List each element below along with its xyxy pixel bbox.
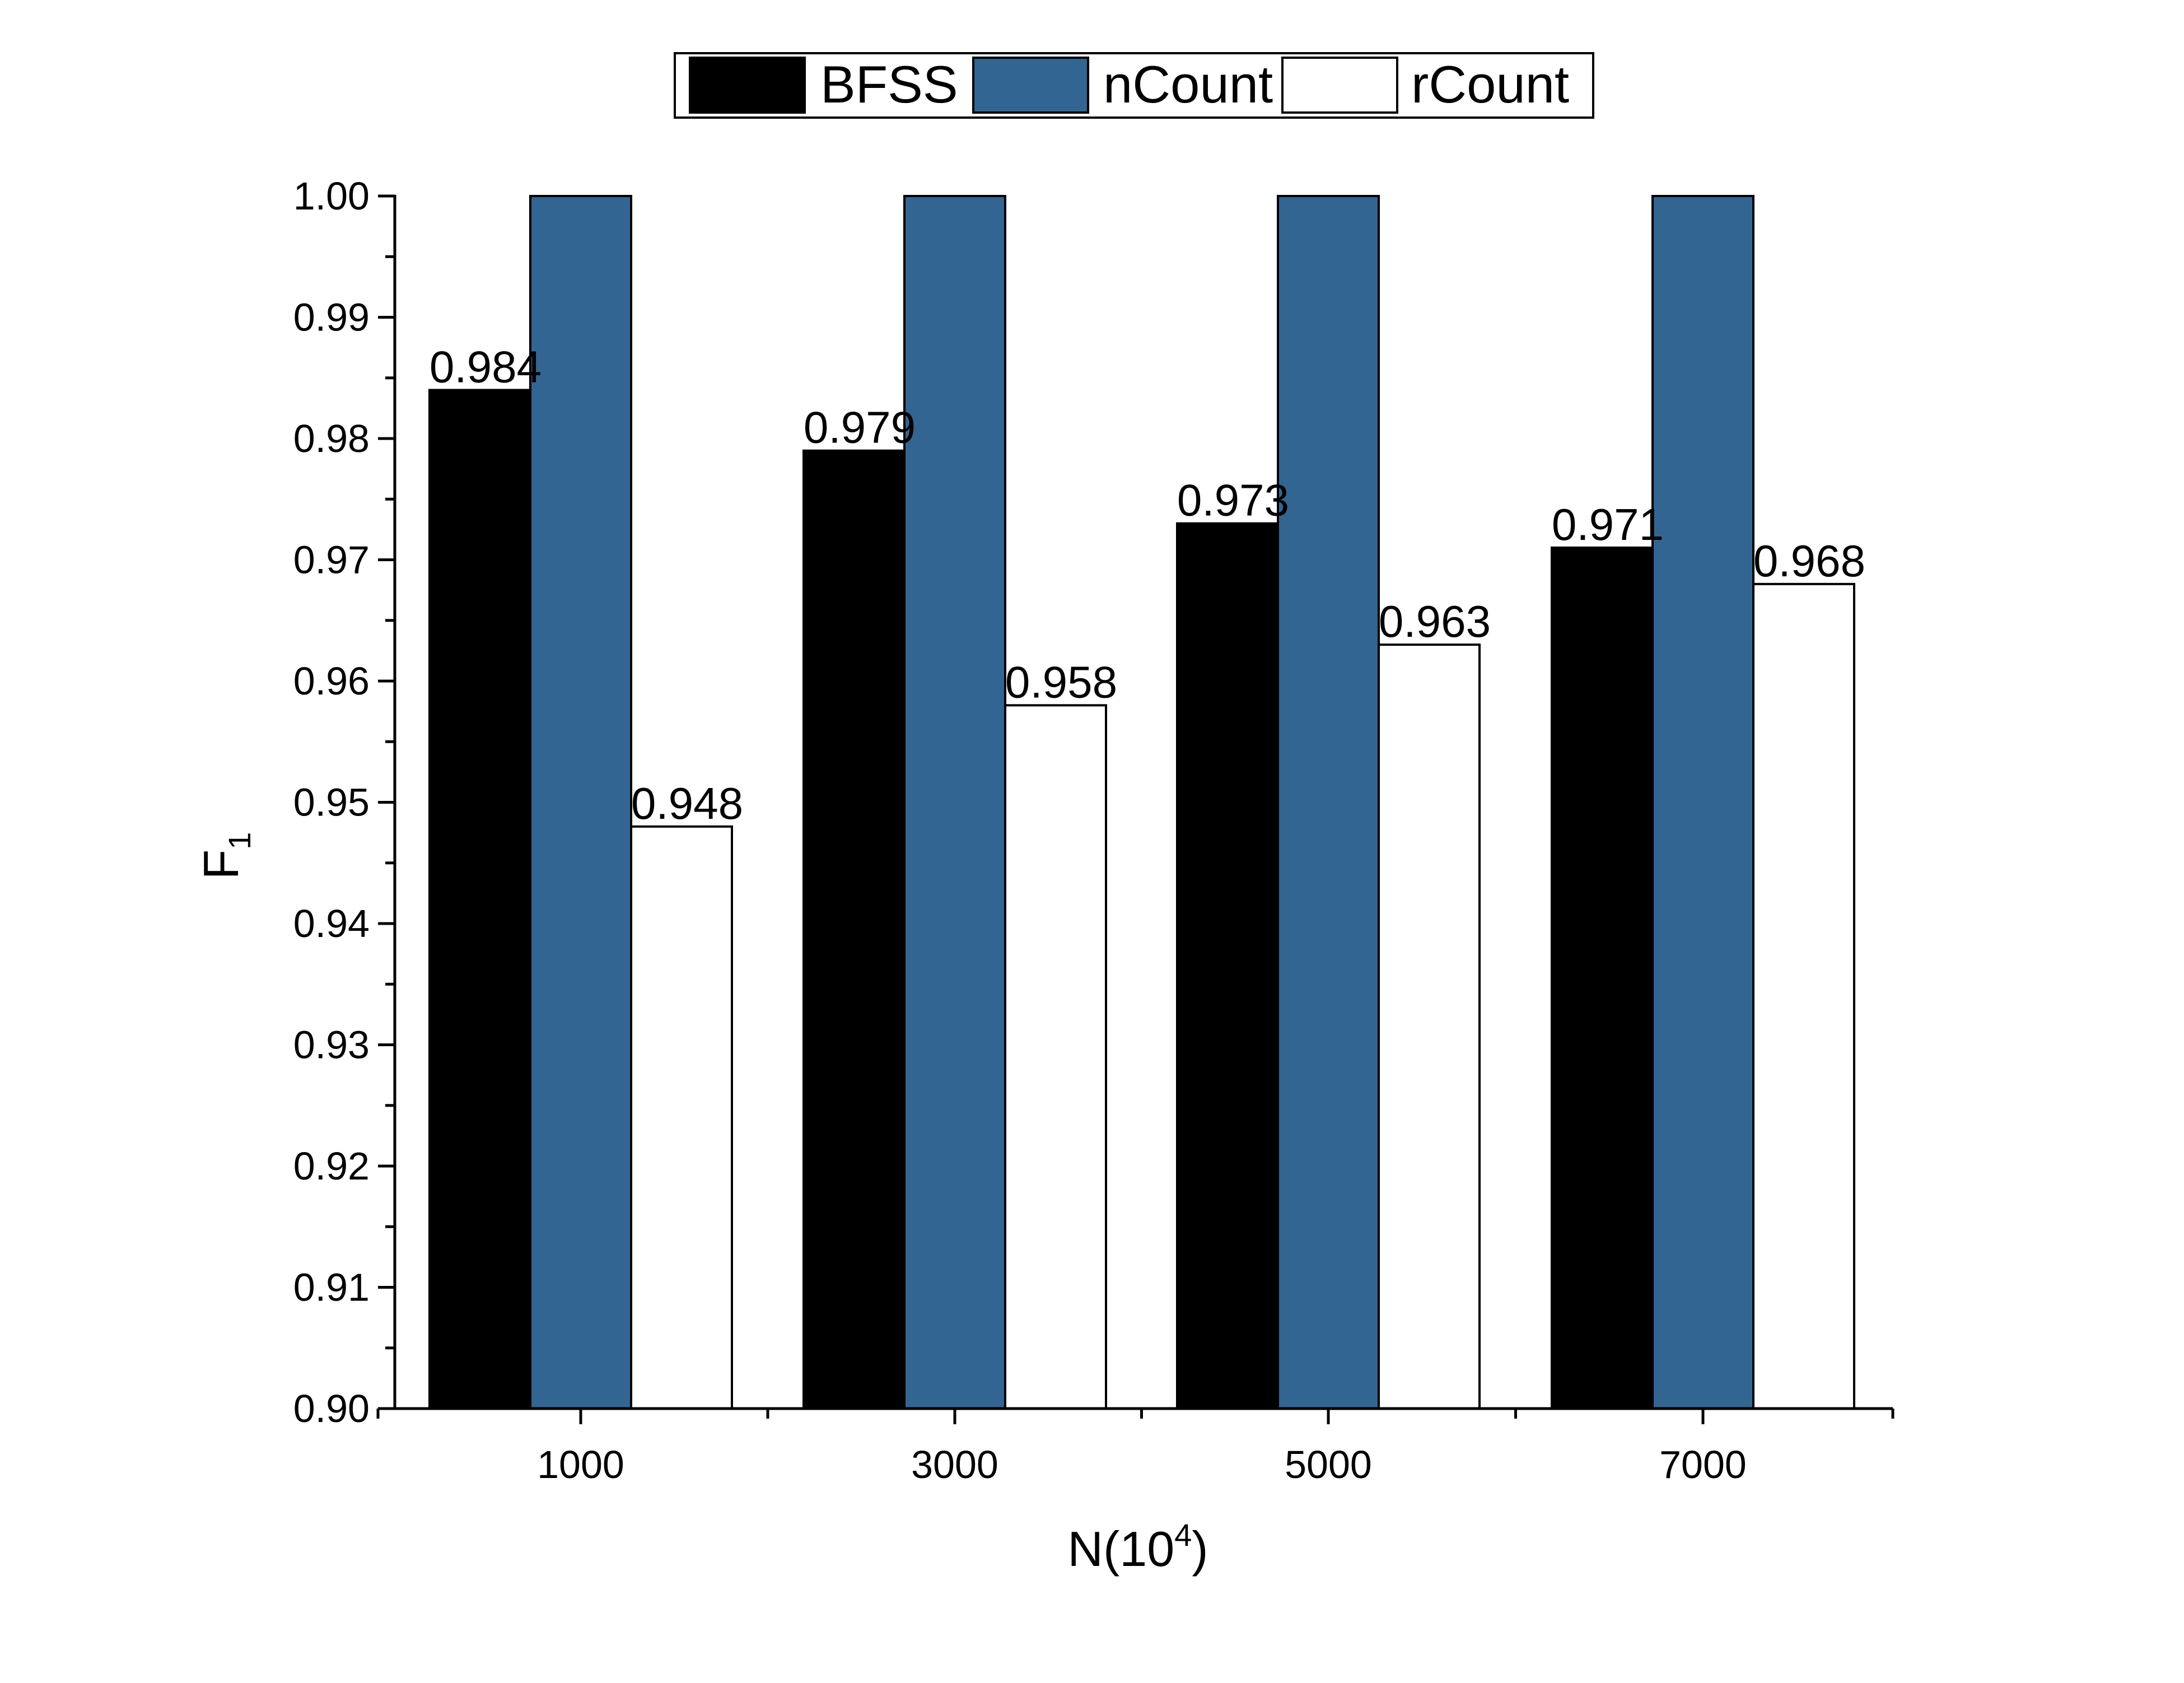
bar-rcount-5000: [1378, 644, 1481, 1410]
y-tick-label: 0.91: [293, 1266, 370, 1309]
y-tick-label: 0.95: [293, 781, 370, 824]
legend-label-bfss: BFSS: [820, 55, 958, 114]
data-label-bfss-7000: 0.971: [1552, 500, 1664, 549]
y-tick-label: 0.99: [293, 296, 370, 339]
data-labels: 0.984 0.948 0.979 0.958 0.973 0.963 0.971 0.968: [430, 342, 1865, 828]
bars: [428, 195, 1855, 1410]
bar-rcount-3000: [1004, 704, 1107, 1410]
y-tick-label: 0.98: [293, 417, 370, 460]
data-label-rcount-1000: 0.948: [631, 778, 743, 828]
bar-rcount-7000: [1752, 582, 1855, 1410]
y-tick-label: 1.00: [293, 174, 370, 218]
y-tick-label: 0.97: [293, 538, 370, 582]
legend-label-rcount: rCount: [1411, 55, 1569, 114]
y-tick-label: 0.93: [293, 1023, 370, 1067]
legend-swatch-bfss: [689, 57, 806, 114]
x-axis-title: N(104): [1067, 1517, 1208, 1577]
x-tick-label-3000: 3000: [911, 1443, 998, 1486]
x-tick-label-5000: 5000: [1285, 1443, 1372, 1486]
bar-ncount-5000: [1277, 195, 1380, 1410]
bar-rcount-1000: [630, 825, 733, 1410]
y-tick-label: 0.96: [293, 659, 370, 703]
bar-bfss-7000: [1551, 546, 1654, 1410]
y-axis-title: F1: [193, 832, 257, 880]
x-tick-label-1000: 1000: [537, 1443, 624, 1486]
y-tick-label: 0.94: [293, 902, 370, 945]
x-tick-label-7000: 7000: [1659, 1443, 1747, 1486]
bar-bfss-3000: [802, 449, 906, 1410]
axes: 0.90 0.91 0.92 0.93 0.94 0.95 0.96 0.97 0.98 0.99…: [293, 174, 1894, 1486]
bar-ncount-3000: [903, 195, 1006, 1410]
legend-swatch-ncount: [972, 57, 1089, 114]
legend: BFSS nCount rCount: [674, 52, 1594, 119]
y-tick-label: 0.92: [293, 1144, 370, 1188]
data-label-bfss-5000: 0.973: [1177, 475, 1289, 525]
bar-ncount-7000: [1651, 195, 1754, 1410]
bar-bfss-5000: [1176, 522, 1279, 1410]
y-tick-label: 0.90: [293, 1387, 370, 1430]
bar-ncount-1000: [529, 195, 632, 1410]
data-label-rcount-5000: 0.963: [1379, 596, 1491, 646]
data-label-rcount-7000: 0.968: [1753, 536, 1865, 586]
data-label-bfss-3000: 0.979: [804, 403, 916, 453]
data-label-rcount-3000: 0.958: [1005, 657, 1117, 707]
legend-frame: [674, 52, 1594, 119]
legend-label-ncount: nCount: [1103, 55, 1273, 114]
bar-bfss-1000: [428, 389, 531, 1410]
legend-swatch-rcount: [1281, 57, 1398, 114]
data-label-bfss-1000: 0.984: [430, 342, 542, 391]
